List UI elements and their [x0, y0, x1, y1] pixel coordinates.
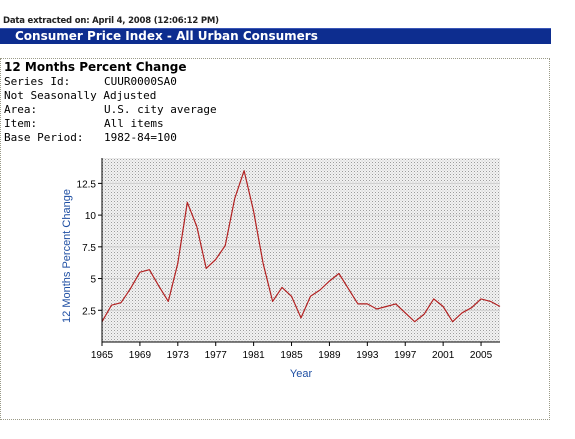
series-id-value: CUUR0000SA0 [104, 75, 177, 88]
x-tick-label: 2001 [432, 350, 455, 361]
item-label: Item: [4, 117, 38, 130]
y-tick-label: 10 [85, 211, 97, 222]
cpi-series-line [101, 170, 501, 323]
y-tick-label: 12.5 [77, 179, 97, 190]
extraction-note: Data extracted on: April 4, 2008 (12:06:… [3, 16, 219, 26]
y-tick-label: 5 [90, 275, 96, 286]
seasonal-adjustment-label: Not Seasonally Adjusted [4, 89, 157, 102]
content-panel [0, 58, 550, 420]
item-value: All items [104, 117, 164, 130]
banner-title: Consumer Price Index - All Urban Consume… [15, 29, 318, 43]
x-axis-title: Year [290, 368, 313, 380]
x-tick-label: 1985 [280, 350, 303, 361]
gridlines [102, 182, 500, 311]
section-title: 12 Months Percent Change [4, 60, 187, 74]
x-tick-label: 1965 [91, 350, 114, 361]
area-label: Area: [4, 103, 38, 116]
series-id-row: Series Id: CUUR0000SA0 [4, 75, 177, 89]
y-axis-title: 12 Months Percent Change [61, 189, 73, 323]
y-tick-label: 2.5 [82, 306, 96, 317]
x-tick-label: 1981 [242, 350, 265, 361]
area-value: U.S. city average [104, 103, 217, 116]
series-id-label: Series Id: [4, 75, 71, 88]
plot-background [102, 158, 500, 342]
base-period-value: 1982-84=100 [104, 131, 177, 144]
banner: Consumer Price Index - All Urban Consume… [0, 28, 551, 44]
x-tick-label: 1993 [356, 350, 379, 361]
base-period-row: Base Period: 1982-84=100 [4, 131, 177, 145]
seasonal-adjustment-row: Not Seasonally Adjusted [4, 89, 156, 103]
y-tick-label: 7.5 [82, 243, 96, 254]
x-tick-label: 2005 [470, 350, 493, 361]
area-row: Area: U.S. city average [4, 103, 217, 117]
x-tick-label: 1989 [318, 350, 341, 361]
series-group [101, 170, 501, 323]
base-period-label: Base Period: [4, 131, 84, 144]
axis-labels: 2.5 5 7.5 10 12.5 1965 1969 1973 1977 1981 1985 198… [61, 179, 493, 380]
x-tick-label: 1973 [167, 350, 190, 361]
x-tick-label: 1977 [205, 350, 228, 361]
x-tick-label: 1997 [394, 350, 417, 361]
x-tick-label: 1969 [129, 350, 152, 361]
axes [98, 158, 500, 346]
item-row: Item: All items [4, 117, 164, 131]
